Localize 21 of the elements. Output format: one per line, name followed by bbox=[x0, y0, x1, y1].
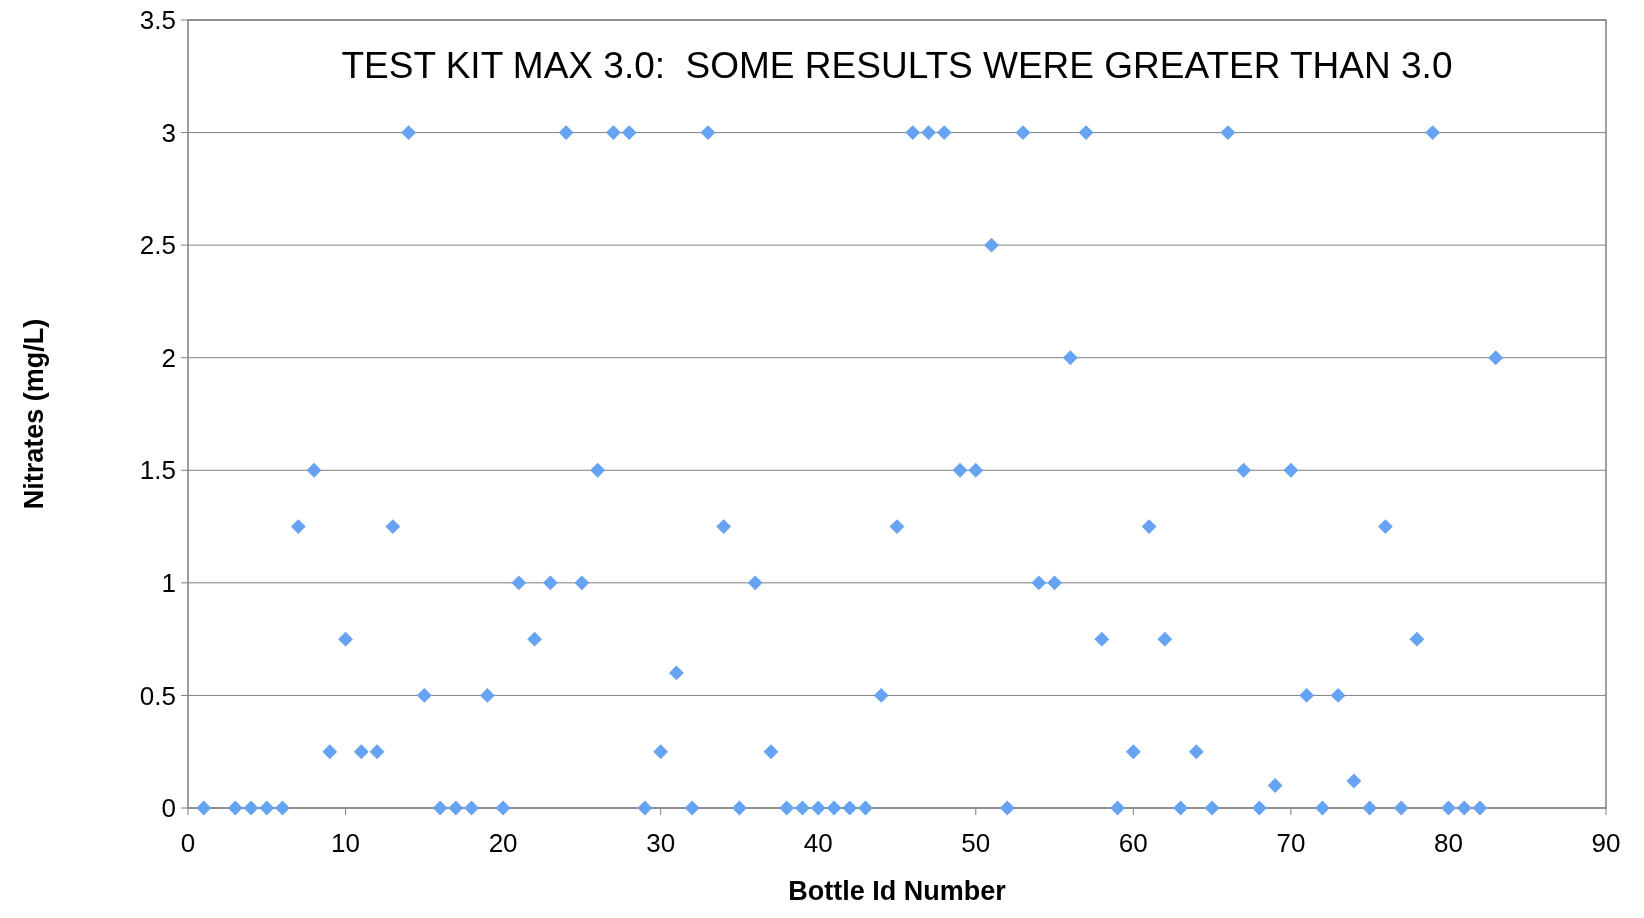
x-tick-label: 50 bbox=[961, 828, 991, 858]
x-tick-label: 40 bbox=[803, 828, 833, 858]
x-tick-label: 10 bbox=[331, 828, 361, 858]
y-tick-label: 0.5 bbox=[139, 680, 176, 711]
y-tick-label: 0 bbox=[161, 793, 176, 824]
y-axis-title: Nitrates (mg/L) bbox=[19, 318, 49, 510]
x-tick-label: 70 bbox=[1276, 828, 1306, 858]
y-tick-label: 2 bbox=[161, 342, 176, 373]
x-tick-label: 80 bbox=[1433, 828, 1463, 858]
y-tick-label: 2.5 bbox=[139, 230, 176, 261]
x-tick-label: 90 bbox=[1591, 828, 1621, 858]
y-tick-label: 3.5 bbox=[139, 5, 176, 36]
y-tick-label: 3 bbox=[161, 117, 176, 148]
x-tick-label: 60 bbox=[1118, 828, 1148, 858]
x-tick-label: 20 bbox=[488, 828, 518, 858]
y-tick-label: 1 bbox=[161, 567, 176, 598]
x-tick-label: 0 bbox=[180, 828, 196, 858]
y-tick-label: 1.5 bbox=[139, 455, 176, 486]
annotation: TEST KIT MAX 3.0: SOME RESULTS WERE GREATER THAN 3.0 bbox=[341, 45, 1453, 86]
x-tick-label: 30 bbox=[646, 828, 676, 858]
x-axis-title: Bottle Id Number bbox=[788, 876, 1007, 906]
